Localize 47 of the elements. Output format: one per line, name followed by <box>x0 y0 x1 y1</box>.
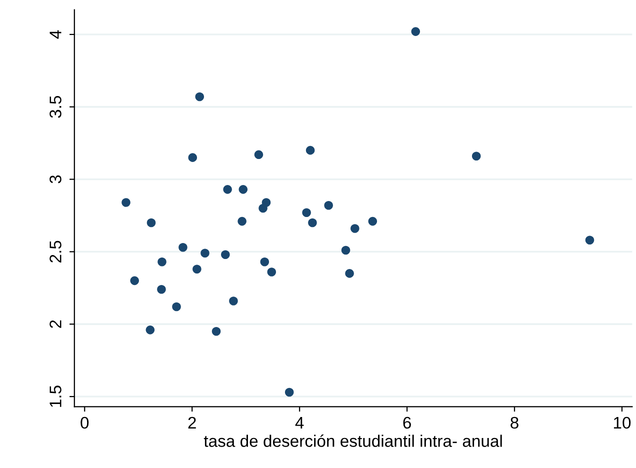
point <box>223 185 232 194</box>
point <box>200 248 210 258</box>
point <box>221 250 230 259</box>
x-tick-label: 10 <box>614 416 631 429</box>
point <box>192 264 202 274</box>
x-tick-label: 0 <box>80 416 89 429</box>
x-tick-label: 8 <box>510 416 518 429</box>
point <box>260 257 270 266</box>
point <box>350 224 360 233</box>
x-axis-title: tasa de deserción estudiantil intra- anual <box>204 434 502 447</box>
y-tick-label: 3 <box>50 175 62 184</box>
point <box>345 269 354 278</box>
y-tick-label: 1.5 <box>50 386 62 407</box>
point <box>306 146 315 155</box>
point <box>254 150 264 160</box>
point <box>212 326 221 336</box>
point <box>178 242 188 252</box>
point <box>172 302 181 312</box>
point <box>267 268 276 276</box>
x-tick-label: 4 <box>295 417 304 428</box>
point <box>324 200 333 210</box>
point <box>308 218 317 228</box>
point <box>146 326 155 334</box>
point <box>302 208 311 217</box>
y-tick-label: 4 <box>50 30 62 39</box>
point <box>146 218 156 228</box>
y-tick-label: 3.5 <box>50 96 62 118</box>
point <box>585 236 594 245</box>
y-tick-label: 2.5 <box>50 240 62 262</box>
point <box>188 153 198 162</box>
point <box>229 296 238 306</box>
point <box>238 216 246 226</box>
point <box>284 388 294 397</box>
point <box>157 284 166 294</box>
x-tick-label: 2 <box>188 416 196 428</box>
point <box>341 246 350 255</box>
point <box>122 198 130 207</box>
y-tick-label: 2 <box>50 320 62 328</box>
x-tick-label: 6 <box>403 416 411 429</box>
point <box>411 27 420 36</box>
point <box>472 152 481 161</box>
point <box>238 185 248 194</box>
point <box>195 92 204 102</box>
point <box>130 276 139 286</box>
point <box>158 257 166 266</box>
point <box>368 216 378 226</box>
point <box>258 204 268 213</box>
